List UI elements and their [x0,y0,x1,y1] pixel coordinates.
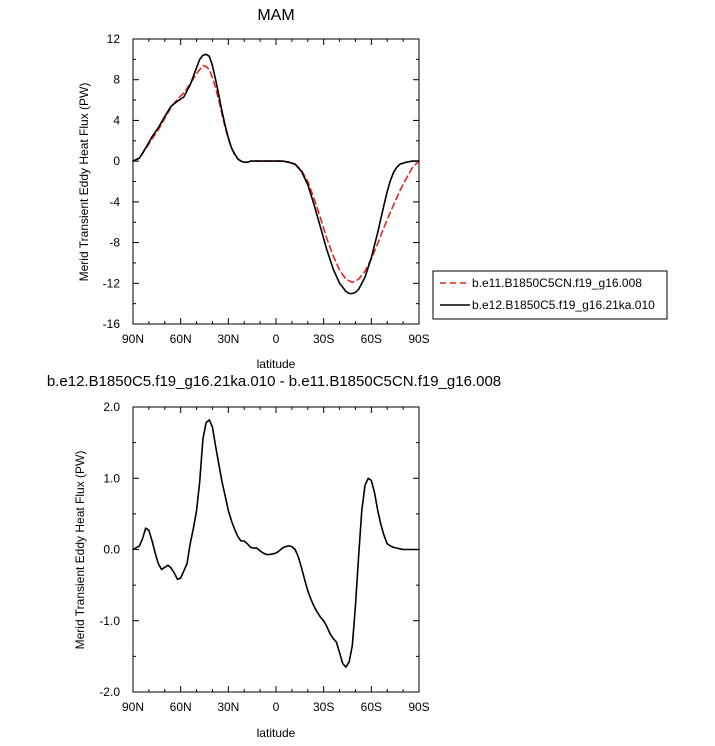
y-tick-label: 12 [107,32,121,46]
x-tick-label: 60S [361,700,382,714]
x-tick-label: 90N [122,700,144,714]
top-chart-panel: MAM 90N 60N 30N 0 30S 60S 90S 12840-4-8-12-16 … [77,7,668,371]
y-tick-label: -12 [103,276,121,290]
top-plot-frame [132,38,420,325]
y-tick-label: -8 [109,236,120,250]
bottom-chart-panel: b.e12.B1850C5.f19_g16.21ka.010 - b.e11.B… [47,373,501,740]
x-tick-label: 30S [313,700,334,714]
y-tick-label: 0.0 [103,543,120,557]
top-chart-title: MAM [257,7,294,24]
bottom-tick-marks [132,406,420,693]
y-tick-label: 0 [113,154,120,168]
bottom-plot-frame [132,406,420,693]
top-y-axis-label: Merid Transient Eddy Heat Flux (PW) [77,83,91,282]
y-tick-label: -2.0 [99,685,120,699]
legend-box [432,270,668,320]
x-tick-label: 0 [273,700,280,714]
x-tick-label: 90S [408,700,429,714]
top-tick-marks [132,38,420,325]
legend-label-series-2: b.e12.B1850C5.f19_g16.21ka.010 [472,298,655,312]
series-line-2 [132,53,420,295]
y-tick-label: -4 [109,195,120,209]
y-tick-label: -1.0 [99,614,120,628]
legend: b.e11.B1850C5CN.f19_g16.008 b.e12.B1850C… [432,270,668,320]
bottom-chart-title: b.e12.B1850C5.f19_g16.21ka.010 - b.e11.B… [47,373,501,390]
top-x-axis-label: latitude [257,357,296,371]
y-tick-label: 4 [113,113,120,127]
x-tick-label: 90S [408,332,429,346]
legend-label-series-1: b.e11.B1850C5CN.f19_g16.008 [472,276,642,290]
y-tick-label: 8 [113,73,120,87]
top-series-lines [132,53,420,295]
top-x-tick-labels: 90N 60N 30N 0 30S 60S 90S [122,332,430,346]
bottom-y-tick-labels: 2.0 1.0 0.0 -1.0 -2.0 [99,400,120,699]
top-y-tick-labels: 12 8 4 0 -4 -8 -12 -16 [103,32,121,331]
x-tick-label: 60N [170,332,192,346]
x-tick-label: 60N [170,700,192,714]
bottom-x-tick-labels: 90N 60N 30N 0 30S 60S 90S [122,700,430,714]
y-tick-label: 2.0 [103,400,120,414]
bottom-x-axis-label: latitude [257,726,296,740]
series-line-1 [132,418,420,668]
x-tick-label: 90N [122,332,144,346]
x-tick-label: 0 [273,332,280,346]
x-tick-label: 30N [217,700,239,714]
x-tick-label: 30N [217,332,239,346]
x-tick-label: 60S [361,332,382,346]
y-tick-label: -16 [103,317,121,331]
bottom-y-axis-label: Merid Transient Eddy Heat Flux (PW) [73,451,87,650]
bottom-series-lines [132,418,420,668]
series-line-1 [132,64,420,284]
y-tick-label: 1.0 [103,471,120,485]
x-tick-label: 30S [313,332,334,346]
